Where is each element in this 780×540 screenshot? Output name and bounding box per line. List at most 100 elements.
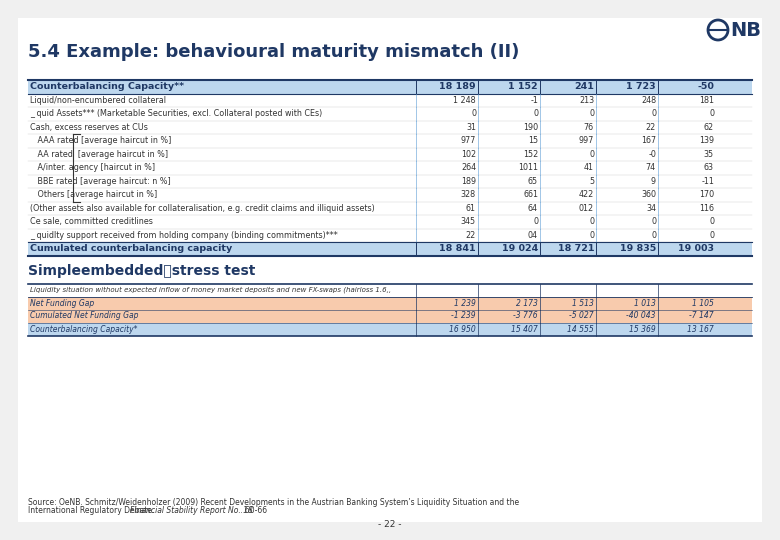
Text: 0: 0 [589,150,594,159]
Text: 65: 65 [528,177,538,186]
Text: 139: 139 [699,136,714,145]
Text: 15: 15 [528,136,538,145]
Text: BBE rated [average haircut: n %]: BBE rated [average haircut: n %] [30,177,171,186]
Text: Liquid/non-encumbered collateral: Liquid/non-encumbered collateral [30,96,166,105]
Text: -1 239: -1 239 [452,312,476,321]
Bar [28,80,752,93]
Text: International Regulatory Debate.: International Regulatory Debate. [28,506,157,515]
Text: 189: 189 [461,177,476,186]
Text: Ce sale, committed creditlines: Ce sale, committed creditlines [30,217,153,226]
Bar [28,284,752,296]
Text: 9: 9 [651,177,656,186]
Text: 152: 152 [523,150,538,159]
Bar [28,93,752,107]
Text: 22: 22 [466,231,476,240]
Text: 241: 241 [574,82,594,91]
Text: 15 369: 15 369 [629,325,656,334]
Text: 31: 31 [466,123,476,132]
Text: 360: 360 [641,190,656,199]
Text: -50: -50 [697,82,714,91]
Text: 0: 0 [589,109,594,118]
Text: 0: 0 [589,217,594,226]
Text: 5: 5 [589,177,594,186]
Text: 661: 661 [523,190,538,199]
Text: 63: 63 [704,163,714,172]
Text: 41: 41 [584,163,594,172]
Text: 0: 0 [471,109,476,118]
Text: 012: 012 [579,204,594,213]
Text: 5.4 Example: behavioural maturity mismatch (II): 5.4 Example: behavioural maturity mismat… [28,43,519,61]
Bar [28,174,752,188]
Text: AAA rated [average haircut in %]: AAA rated [average haircut in %] [30,136,172,145]
Text: 0: 0 [709,231,714,240]
Text: NB: NB [730,21,761,39]
Text: 62: 62 [704,123,714,132]
Text: 1 152: 1 152 [509,82,538,91]
Text: -5 027: -5 027 [569,312,594,321]
Text: 0: 0 [589,231,594,240]
Text: 0: 0 [533,109,538,118]
Text: 0: 0 [651,109,656,118]
Bar [28,242,752,255]
Text: 345: 345 [461,217,476,226]
Text: 997: 997 [579,136,594,145]
Bar [28,161,752,174]
Text: 248: 248 [641,96,656,105]
Text: 13 167: 13 167 [687,325,714,334]
Text: 61: 61 [466,204,476,213]
Text: 1011: 1011 [518,163,538,172]
Text: A/inter. agency [haircut in %]: A/inter. agency [haircut in %] [30,163,155,172]
Text: Net Funding Gap: Net Funding Gap [30,299,94,307]
Text: -1: -1 [530,96,538,105]
Text: 0: 0 [651,231,656,240]
Text: - 22 -: - 22 - [378,520,402,529]
Text: 102: 102 [461,150,476,159]
Text: -40 043: -40 043 [626,312,656,321]
Text: 35: 35 [704,150,714,159]
Bar [28,228,752,242]
Text: 0: 0 [651,217,656,226]
Text: 422: 422 [579,190,594,199]
Text: 19 024: 19 024 [502,244,538,253]
Text: (Other assets also available for collateralisation, e.g. credit claims and illiq: (Other assets also available for collate… [30,204,374,213]
Bar [28,309,752,322]
Text: -11: -11 [701,177,714,186]
Text: 1 723: 1 723 [626,82,656,91]
Text: 213: 213 [579,96,594,105]
Text: Cash, excess reserves at CUs: Cash, excess reserves at CUs [30,123,148,132]
Text: Cumulated Net Funding Gap: Cumulated Net Funding Gap [30,312,139,321]
Text: 1 239: 1 239 [454,299,476,307]
Text: Counterbalancing Capacity*: Counterbalancing Capacity* [30,325,137,334]
Text: 0: 0 [709,109,714,118]
Bar [28,215,752,228]
Text: 328: 328 [461,190,476,199]
Text: 18 189: 18 189 [439,82,476,91]
Text: 190: 190 [523,123,538,132]
Text: 19 835: 19 835 [620,244,656,253]
Text: _ quidlty support received from holding company (binding commitments)***: _ quidlty support received from holding … [30,231,338,240]
Text: 18 721: 18 721 [558,244,594,253]
Text: 15 407: 15 407 [511,325,538,334]
Text: 14 555: 14 555 [567,325,594,334]
Text: 167: 167 [641,136,656,145]
Bar [28,322,752,335]
Bar [28,188,752,201]
Text: Others [average haircut in %]: Others [average haircut in %] [30,190,158,199]
Text: 1 513: 1 513 [572,299,594,307]
Text: -3 776: -3 776 [513,312,538,321]
Bar [28,134,752,147]
Bar [28,296,752,309]
Text: 264: 264 [461,163,476,172]
Text: 19 003: 19 003 [678,244,714,253]
Text: 1 013: 1 013 [634,299,656,307]
Text: 170: 170 [699,190,714,199]
Text: Counterbalancing Capacity**: Counterbalancing Capacity** [30,82,184,91]
Text: 116: 116 [699,204,714,213]
Bar [28,120,752,134]
Text: 0: 0 [533,217,538,226]
Text: 1 248: 1 248 [453,96,476,105]
Text: 2 173: 2 173 [516,299,538,307]
Text: 22: 22 [646,123,656,132]
Bar [28,147,752,161]
Text: 34: 34 [646,204,656,213]
